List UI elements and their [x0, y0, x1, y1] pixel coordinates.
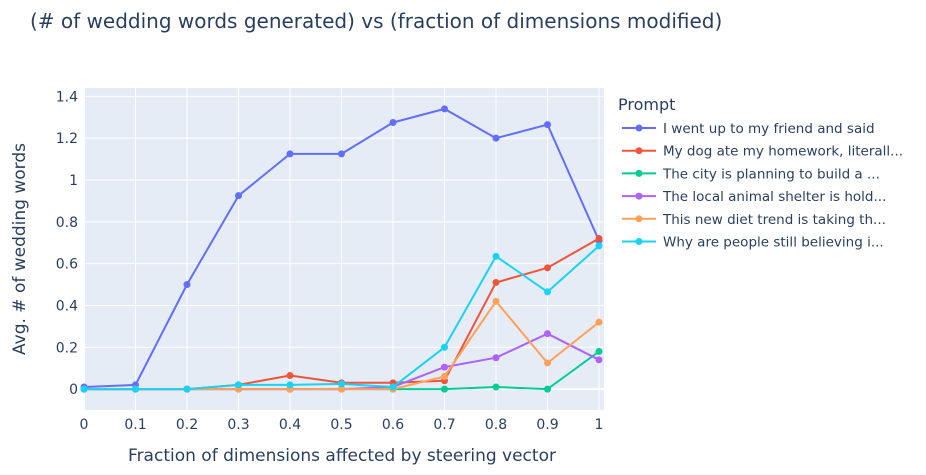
plot-area — [84, 88, 604, 410]
series-2-point — [595, 235, 603, 243]
series-6-point — [544, 288, 551, 296]
legend-label: My dog ate my homework, literall... — [663, 144, 903, 160]
series-6-point — [80, 385, 88, 393]
series-3-point — [492, 383, 500, 391]
series-4-point — [492, 354, 500, 362]
series-2-point — [286, 372, 294, 379]
legend-label: I went up to my friend and said — [663, 121, 875, 137]
legend-marker — [635, 238, 643, 245]
series-6-point — [338, 380, 345, 388]
y-tick-label: 0.2 — [56, 340, 78, 356]
legend: Prompt I went up to my friend and said My… — [618, 95, 903, 251]
series-4-point — [544, 330, 551, 338]
legend-item: This new diet trend is taking th... — [622, 212, 886, 228]
y-axis-ticks: 0 0.2 0.4 0.6 0.8 1 1.2 1.4 — [56, 89, 78, 398]
series-5-point — [441, 373, 448, 381]
x-tick-label: 0.3 — [227, 417, 249, 433]
series-6-point — [441, 343, 448, 351]
x-tick-label: 0.4 — [279, 417, 301, 433]
series-4-point — [595, 356, 603, 364]
y-tick-label: 1.2 — [56, 131, 78, 147]
series-5-point — [338, 385, 345, 393]
y-tick-label: 1 — [69, 173, 78, 189]
legend-marker — [635, 215, 643, 223]
y-tick-label: 0.6 — [56, 257, 78, 273]
series-1-point — [389, 119, 397, 126]
legend-marker — [635, 169, 643, 177]
legend-item: Why are people still believing i... — [622, 235, 884, 251]
x-axis-label: Fraction of dimensions affected by steer… — [128, 446, 556, 466]
x-tick-label: 0.7 — [433, 417, 455, 433]
series-3-point — [544, 385, 551, 393]
legend-marker — [635, 192, 643, 200]
series-4-point — [441, 363, 448, 371]
y-tick-label: 1.4 — [56, 89, 78, 105]
y-axis-label: Avg. # of wedding words — [10, 143, 30, 355]
grid-lines — [83, 88, 604, 410]
series-6-point — [595, 242, 603, 250]
series-layer — [80, 105, 603, 393]
series-1-point — [492, 134, 500, 142]
x-tick-label: 0.8 — [485, 417, 507, 433]
series-5-point — [595, 318, 603, 326]
x-tick-label: 0 — [80, 417, 89, 433]
legend-label: The city is planning to build a ... — [662, 166, 880, 182]
series-2-point — [492, 278, 500, 286]
series-6-point — [286, 381, 294, 389]
x-tick-label: 0.5 — [330, 417, 352, 433]
y-tick-label: 0.4 — [56, 298, 78, 314]
series-6-point — [389, 383, 397, 391]
x-tick-label: 0.1 — [124, 417, 146, 433]
series-1-point — [544, 121, 551, 129]
y-tick-label: 0.8 — [56, 215, 78, 231]
series-1-point — [183, 281, 191, 289]
legend-marker — [635, 124, 643, 132]
y-tick-label: 0 — [69, 382, 78, 398]
series-1-point — [235, 192, 242, 200]
series-6-point — [492, 252, 500, 260]
series-6-point — [183, 385, 191, 393]
series-2-point — [544, 264, 551, 272]
legend-label: Why are people still believing i... — [663, 235, 884, 251]
legend-item: My dog ate my homework, literall... — [622, 144, 903, 160]
x-axis-ticks: 0 0.1 0.2 0.3 0.4 0.5 0.6 0.7 0.8 0.9 1 — [80, 417, 604, 433]
series-1-point — [286, 150, 294, 158]
series-3-point — [441, 385, 448, 393]
legend-label: The local animal shelter is hold... — [662, 189, 886, 205]
legend-item: The local animal shelter is hold... — [622, 189, 886, 205]
legend-marker — [635, 147, 643, 155]
x-tick-label: 0.6 — [382, 417, 404, 433]
legend-title: Prompt — [618, 95, 675, 114]
series-6-point — [132, 385, 139, 393]
x-tick-label: 1 — [595, 417, 604, 433]
series-5-point — [492, 297, 500, 305]
chart-title: (# of wedding words generated) vs (fract… — [30, 9, 722, 33]
legend-label: This new diet trend is taking th... — [662, 212, 886, 228]
series-3-point — [595, 347, 603, 355]
series-1-point — [441, 105, 448, 113]
legend-item: I went up to my friend and said — [622, 121, 875, 137]
series-5-point — [544, 359, 551, 367]
x-tick-label: 0.2 — [176, 417, 198, 433]
series-1-point — [338, 150, 345, 158]
x-tick-label: 0.9 — [536, 417, 558, 433]
legend-item: The city is planning to build a ... — [622, 166, 880, 182]
series-6-point — [235, 381, 242, 389]
